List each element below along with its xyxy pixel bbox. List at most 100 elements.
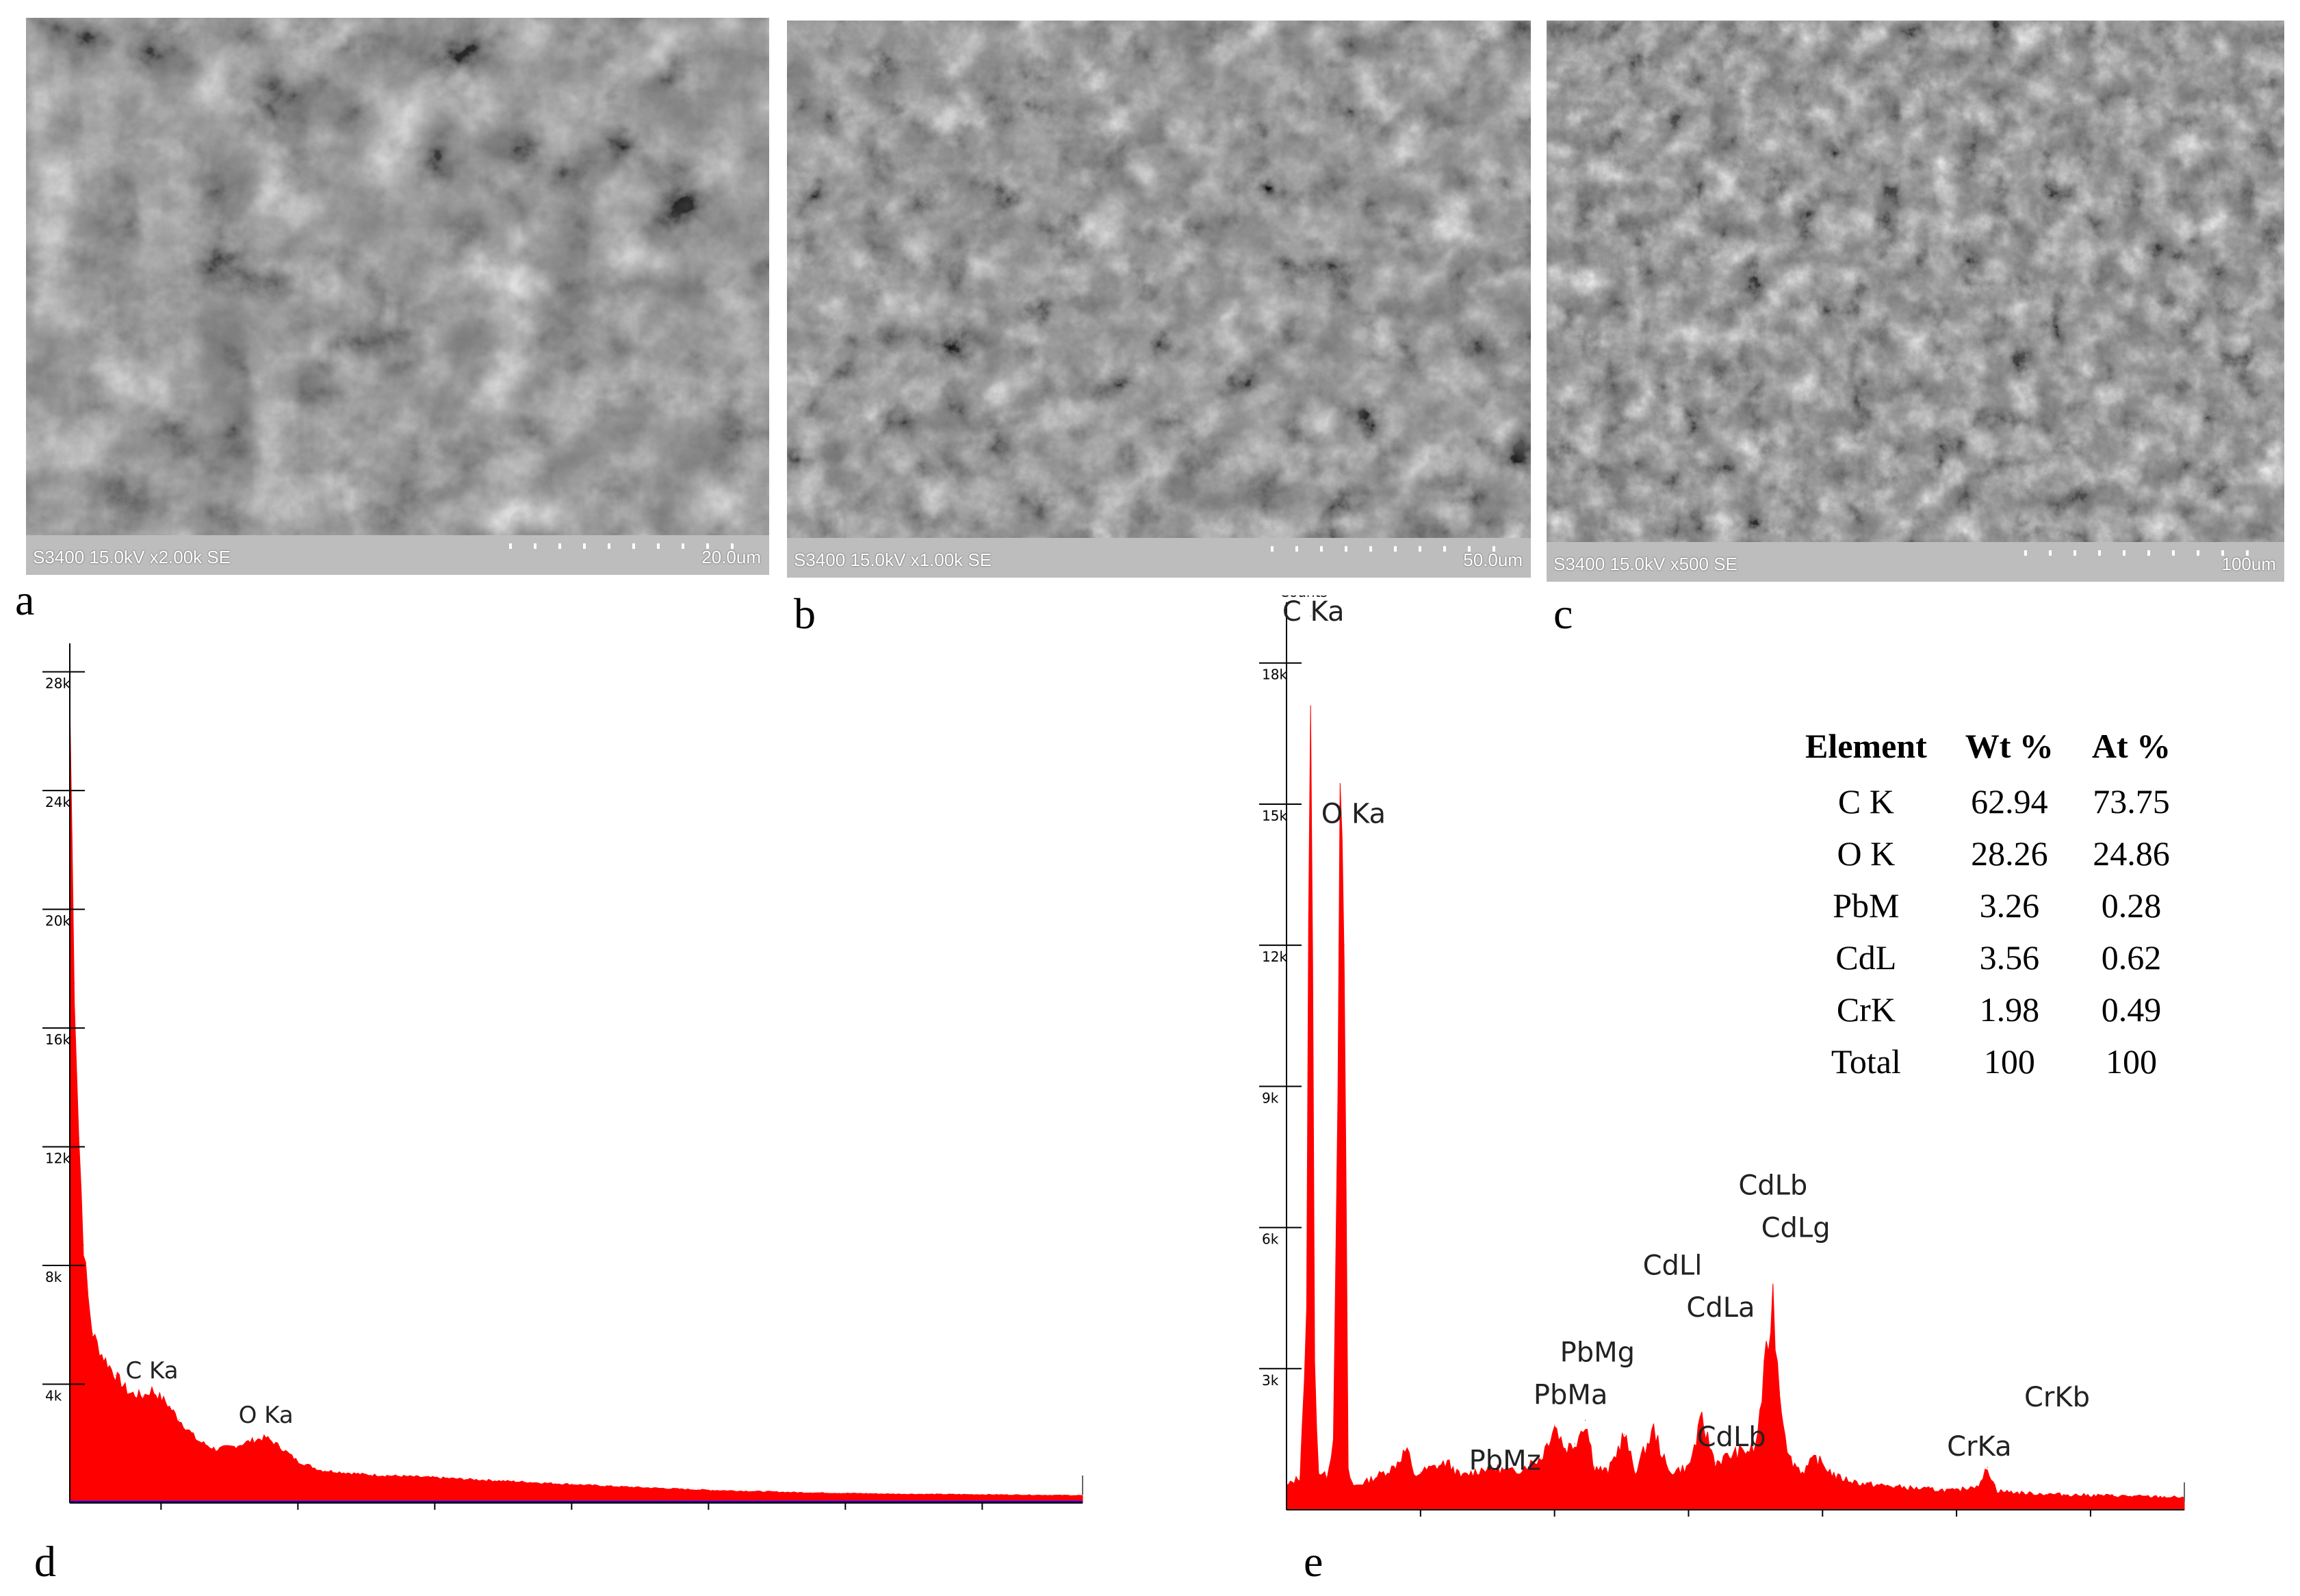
data-point xyxy=(1574,1443,1575,1445)
data-point xyxy=(890,1493,892,1495)
spectrum-area xyxy=(69,702,1083,1504)
peak-label: PbMg xyxy=(1560,1337,1635,1368)
cell-at: 100 xyxy=(2106,1042,2158,1081)
data-point xyxy=(233,1446,235,1447)
table-row: CdL 3.56 0.62 xyxy=(1786,931,2190,983)
data-point xyxy=(1915,1488,1917,1489)
sem-info-bar: S3400 15.0kV x1.00k SE 50.0um xyxy=(787,538,1531,578)
data-point xyxy=(1987,1467,1988,1468)
eds-spectrum-d: 4k 8k 12k 16k 20k 24k 28k 0.30 0.60 0.90 1.20 1.50 1… xyxy=(42,643,1083,1533)
peak-label: CdLa xyxy=(1686,1292,1755,1324)
peak-label: O Ka xyxy=(1321,798,1386,829)
data-point xyxy=(1585,1419,1586,1421)
cell-at: 0.28 xyxy=(2101,886,2162,925)
y-tick-label: 12k xyxy=(45,1150,70,1167)
header-wt: Wt % xyxy=(1965,727,2054,765)
data-point xyxy=(252,1440,253,1441)
data-point xyxy=(1347,1471,1349,1473)
header-at: At % xyxy=(2091,727,2171,765)
cell-element: CrK xyxy=(1836,990,1896,1029)
data-point xyxy=(142,1395,144,1397)
data-point xyxy=(1318,1471,1319,1473)
cell-at: 0.62 xyxy=(2101,938,2162,977)
data-point xyxy=(279,1446,281,1447)
sem-scale-text: 20.0um xyxy=(701,547,761,567)
cell-wt: 100 xyxy=(1983,1042,2035,1081)
data-point xyxy=(1554,1424,1555,1426)
data-point xyxy=(1634,1471,1636,1473)
data-point xyxy=(365,1474,367,1476)
sem-image-a: S3400 15.0kV x2.00k SE 20.0um xyxy=(26,18,769,575)
sem-image-c: S3400 15.0kV x500 SE 100um xyxy=(1547,21,2284,582)
table-row: C K 62.94 73.75 xyxy=(1786,775,2190,827)
sem-info-text: S3400 15.0kV x1.00k SE xyxy=(794,550,992,570)
table-row: O K 28.26 24.86 xyxy=(1786,827,2190,879)
cell-wt: 1.98 xyxy=(1979,990,2040,1029)
x-tick-label: 1.20 xyxy=(550,1531,593,1533)
sem-scale-text: 100um xyxy=(2221,554,2277,574)
x-tick-label: 0.60 xyxy=(276,1531,320,1533)
sem-texture xyxy=(26,18,769,575)
sem-info-bar: S3400 15.0kV x2.00k SE 20.0um xyxy=(26,535,769,575)
cell-at: 73.75 xyxy=(2093,782,2170,821)
table-row: CrK 1.98 0.49 xyxy=(1786,983,2190,1035)
cell-wt: 3.56 xyxy=(1979,938,2040,977)
y-tick-label: 6k xyxy=(1262,1231,1279,1248)
y-tick-label: 24k xyxy=(45,794,70,810)
data-point xyxy=(320,1469,322,1471)
data-point xyxy=(981,1494,983,1495)
sem-scale-text: 50.0um xyxy=(1463,550,1523,570)
y-tick-label: 16k xyxy=(45,1031,70,1048)
sem-texture xyxy=(1547,21,2284,582)
spectrum-area xyxy=(1286,705,2185,1510)
y-tick-label: 12k xyxy=(1262,949,1287,965)
panel-label-a: a xyxy=(15,576,35,624)
data-point xyxy=(1460,1476,1462,1478)
sem-info-text: S3400 15.0kV x2.00k SE xyxy=(33,547,231,567)
eds-spectrum-e: 3k6k9k12k15k18k1.102.103.104.105.106.10C… xyxy=(1259,595,2185,1517)
cell-element: CdL xyxy=(1835,938,1897,977)
x-tick-label: 1.50 xyxy=(686,1531,730,1533)
scale-bar-ticks xyxy=(2024,550,2257,556)
data-point xyxy=(101,1354,103,1355)
peak-label: C Ka xyxy=(1282,596,1345,628)
data-point xyxy=(1688,1467,1690,1468)
data-point xyxy=(1413,1476,1414,1478)
panel-label-e: e xyxy=(1304,1537,1323,1586)
data-point xyxy=(1607,1471,1609,1473)
element-composition-table: Element Wt % At % C K 62.94 73.75 O K 28.26… xyxy=(1786,722,2190,1087)
scale-bar-ticks xyxy=(509,543,742,549)
y-tick-label: 15k xyxy=(1262,808,1287,824)
peak-label: CrKb xyxy=(2024,1382,2090,1413)
sem-image-b: S3400 15.0kV x1.00k SE 50.0um xyxy=(787,21,1531,578)
panel-label-c: c xyxy=(1553,589,1573,638)
y-tick-label: 28k xyxy=(45,675,70,692)
header-element: Element xyxy=(1805,727,1927,765)
data-point xyxy=(1487,1467,1488,1468)
peak-label: CrKa xyxy=(1947,1431,2011,1463)
peak-label: CdLb xyxy=(1738,1170,1807,1201)
scale-bar-ticks xyxy=(1271,546,1503,552)
x-tick-label: 0.90 xyxy=(413,1531,456,1533)
data-point xyxy=(1755,1448,1756,1450)
data-point xyxy=(1420,1471,1421,1473)
data-point xyxy=(197,1440,198,1441)
peak-label: CdLl xyxy=(1643,1250,1703,1281)
data-point xyxy=(2143,1496,2145,1497)
y-tick-label: 9k xyxy=(1262,1090,1279,1106)
cell-element: PbM xyxy=(1833,886,1900,925)
data-point xyxy=(1835,1476,1837,1478)
y-tick-label: 8k xyxy=(45,1269,62,1285)
y-axis-title: Counts xyxy=(1280,595,1328,600)
data-point xyxy=(1701,1419,1703,1421)
data-point xyxy=(1326,1476,1328,1478)
cell-at: 24.86 xyxy=(2093,834,2170,873)
cell-element: O K xyxy=(1837,834,1896,873)
cell-element: Total xyxy=(1831,1042,1901,1081)
data-point xyxy=(1779,1391,1781,1393)
peak-label: CdLg xyxy=(1761,1212,1831,1244)
data-point xyxy=(1406,1448,1408,1450)
peak-label: O Ka xyxy=(239,1402,294,1429)
x-tick-label: 2.10 xyxy=(960,1531,1004,1533)
peak-label: PbMa xyxy=(1534,1379,1608,1411)
